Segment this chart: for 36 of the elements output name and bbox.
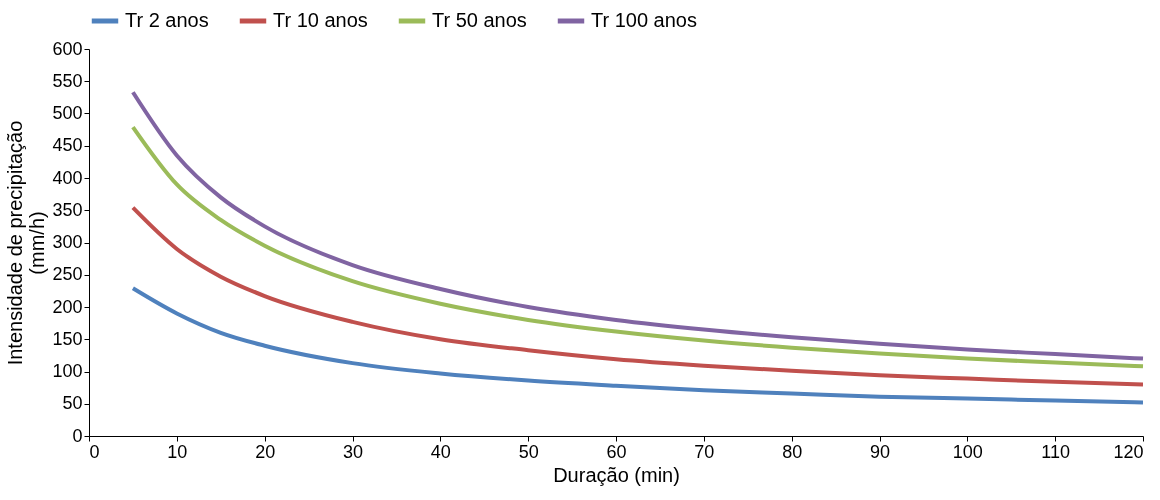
x-tick-label: 10 [167,441,188,462]
x-tick-label: 0 [89,441,100,462]
y-tick-label: 150 [52,328,83,349]
y-tick-label: 450 [52,135,83,156]
y-axis-title: Intensidade de precipitação (mm/h) [4,120,49,366]
x-tick-label: 90 [869,441,891,462]
y-tick-label: 600 [52,38,83,59]
legend-label: Tr 100 anos [591,9,697,31]
y-tick-label: 500 [52,103,83,123]
x-tick-label: 50 [518,441,539,462]
legend-label: Tr 2 anos [125,9,209,31]
legend-label: Tr 50 anos [432,9,527,31]
y-tick-label: 50 [62,393,83,414]
y-tick-label: 300 [52,232,83,252]
y-tick-label: 0 [72,425,83,446]
line-series [130,286,1145,405]
y-tick-label: 550 [52,70,83,91]
x-tick-label: 40 [430,441,451,462]
x-tick-label: 120 [1113,441,1144,462]
line-series [130,90,1145,361]
x-tick-label: 100 [952,441,983,462]
y-tick-label: 250 [52,264,83,285]
y-tick-label: 100 [52,361,83,381]
x-tick-label: 20 [255,441,276,462]
x-tick-label: 80 [782,441,803,462]
y-tick-label: 350 [52,199,83,220]
line-series [130,205,1145,387]
x-tick-label: 30 [342,441,364,462]
line-series [130,125,1145,369]
legend-label: Tr 10 anos [273,9,368,31]
x-tick-label: 70 [694,441,715,462]
y-tick-label: 400 [52,167,83,188]
x-axis-title: Duração (min) [553,463,680,486]
x-tick-label: 110 [1041,441,1071,462]
y-tick-label: 200 [52,296,83,317]
x-tick-label: 60 [606,441,627,462]
